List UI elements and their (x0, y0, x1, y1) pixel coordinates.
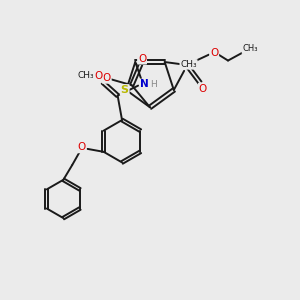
Text: H: H (151, 80, 157, 89)
Text: S: S (121, 85, 129, 95)
Text: O: O (103, 73, 111, 83)
Text: CH₃: CH₃ (242, 44, 258, 53)
Text: N: N (140, 80, 148, 89)
Text: O: O (77, 142, 86, 152)
Text: CH₃: CH₃ (77, 71, 94, 80)
Text: O: O (138, 54, 146, 64)
Text: O: O (210, 48, 218, 58)
Text: CH₃: CH₃ (180, 60, 197, 69)
Text: O: O (94, 71, 103, 82)
Text: O: O (199, 83, 207, 94)
